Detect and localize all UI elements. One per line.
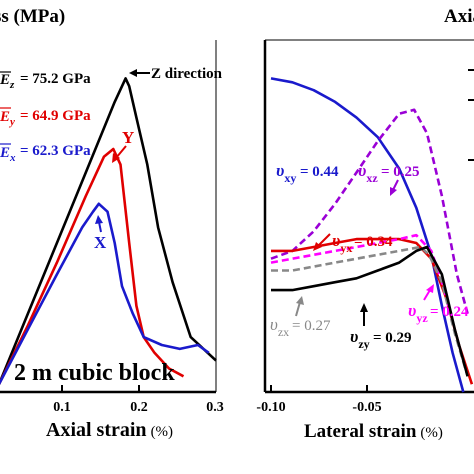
- series-line-v-zy: [271, 245, 469, 377]
- left-xtick-label: 0.2: [130, 400, 148, 415]
- arrow-vzx: [295, 301, 301, 317]
- annot-vzy-value: = 0.29: [373, 330, 412, 346]
- arrow-vyx-head: [313, 242, 322, 251]
- annot-vzx-value: = 0.27: [292, 318, 331, 334]
- arrow-x-head: [95, 215, 103, 224]
- left-series-lines: [0, 77, 217, 385]
- arrow-x: [98, 221, 102, 233]
- annot-vxz-symbol: υxz: [358, 161, 378, 185]
- modulus-z-symbol: Ez: [0, 72, 15, 91]
- annot-vxy-symbol: υxy: [276, 161, 296, 185]
- annot-vzy-symbol: υzy: [350, 327, 370, 351]
- modulus-x-symbol: Ex: [0, 145, 16, 164]
- series-label-x: X: [94, 233, 107, 252]
- series-line-y: [0, 147, 185, 385]
- series-line-x: [0, 202, 210, 385]
- arrow-vyx: [317, 233, 331, 247]
- left-panel: ss (MPa) 0.1 0.2 0.3 Axial strain (%) 2 m…: [0, 6, 224, 441]
- arrow-vyz-head: [426, 284, 434, 293]
- modulus-x-label: = 62.3 GPa: [20, 143, 91, 159]
- annot-vyz-symbol: υyz: [408, 301, 428, 325]
- arrow-y: [115, 145, 127, 159]
- left-xlabel-text: Axial strain: [46, 419, 147, 441]
- right-xlabel: Lateral strain (%): [304, 421, 443, 442]
- left-xtick-label: 0.1: [53, 400, 71, 415]
- left-xtick-label: 0.3: [206, 400, 224, 415]
- left-xlabel-unit: (%): [151, 424, 174, 440]
- right-xtick-label: -0.10: [256, 400, 285, 415]
- series-label-y: Y: [122, 128, 134, 147]
- right-xlabel-unit: (%): [420, 425, 443, 441]
- right-xtick-label: -0.05: [352, 400, 381, 415]
- arrow-y-head: [112, 153, 120, 163]
- modulus-y-label: = 64.9 GPa: [20, 108, 91, 124]
- annot-vzx-symbol: υzx: [270, 315, 289, 339]
- annot-vxz-value: = 0.25: [381, 164, 420, 180]
- series-line-v-xy: [270, 77, 465, 393]
- annot-vyx-value: = 0.34: [354, 234, 393, 250]
- left-xlabel: Axial strain (%): [46, 419, 173, 441]
- left-ylabel: ss (MPa): [0, 6, 65, 27]
- arrow-vxz: [392, 179, 399, 191]
- series-label-z: Z direction: [151, 66, 223, 82]
- arrow-vyz: [423, 289, 431, 301]
- block-annotation: 2 m cubic block: [14, 360, 175, 386]
- series-line-z-direction: [0, 77, 217, 385]
- series-line-v-zx: [271, 245, 469, 377]
- right-series-lines: [270, 77, 474, 393]
- annot-vxy-value: = 0.44: [300, 164, 339, 180]
- arrow-vzx-head: [296, 296, 304, 305]
- annot-vyx-symbol: υyx: [332, 231, 352, 255]
- right-xlabel-text: Lateral strain: [304, 421, 417, 442]
- right-panel: Axia -0.10 -0.05 Lateral strain(%) υxy =…: [256, 6, 474, 442]
- modulus-y-symbol: Ey: [0, 109, 15, 128]
- modulus-z-label: = 75.2 GPa: [20, 71, 91, 87]
- arrow-vxz-head: [390, 187, 397, 196]
- series-line-v-xz: [270, 108, 469, 314]
- arrow-vzy-head: [360, 303, 368, 312]
- arrow-z-head: [129, 69, 137, 77]
- right-ylabel: Axia: [444, 6, 474, 27]
- annot-vyz-value: = 0.24: [430, 304, 469, 320]
